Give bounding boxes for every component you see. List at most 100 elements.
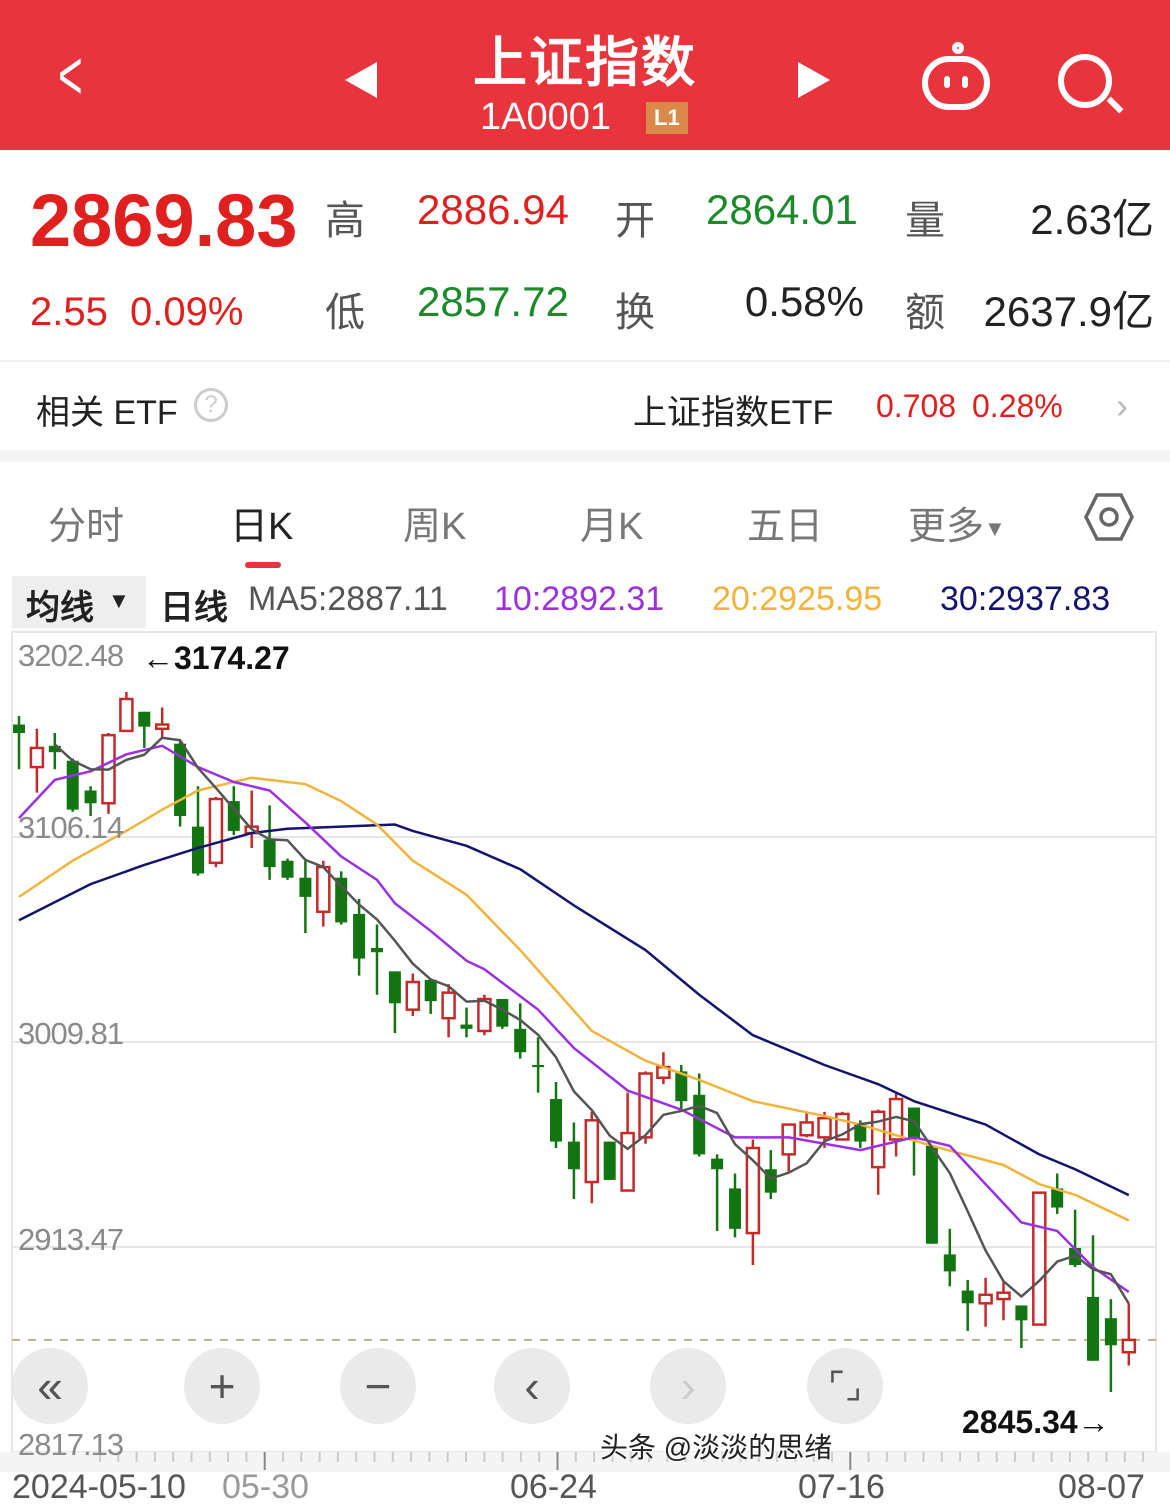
current-price: 2869.83 <box>30 179 298 262</box>
low-label: 低 <box>325 291 365 335</box>
candle-down <box>388 971 401 1004</box>
ma10-line <box>18 744 1130 1294</box>
candle-down <box>943 1254 956 1272</box>
high-label: 高 <box>325 199 365 243</box>
back-chevron-icon[interactable]: < <box>58 36 83 114</box>
y-tick-label: 3106.14 <box>18 810 124 845</box>
volume-value: 2.63亿 <box>1030 196 1154 243</box>
amount-value: 2637.9亿 <box>983 288 1154 335</box>
candle-up <box>119 697 134 733</box>
page-title: 上证指数 <box>473 33 697 93</box>
tab-monthly-k[interactable]: 月K <box>580 506 644 548</box>
y-tick-label: 3009.81 <box>18 1016 124 1051</box>
candle-up <box>405 980 421 1011</box>
tab-five-day[interactable]: 五日 <box>747 506 824 548</box>
candle-up <box>1032 1191 1047 1326</box>
tab-weekly-k[interactable]: 周K <box>403 506 467 548</box>
watermark: 头条 @淡淡的思绪 <box>600 1432 833 1463</box>
candle-down <box>1051 1188 1064 1208</box>
next-triangle-icon[interactable] <box>798 62 830 98</box>
etf-price: 0.708 <box>876 388 957 424</box>
fullscreen-icon[interactable]: ⌜⌟ <box>807 1348 883 1424</box>
candle-up <box>441 991 456 1020</box>
ma-dropdown-label: 均线 <box>26 589 94 627</box>
candle-down <box>514 1028 527 1053</box>
candle-down <box>66 760 79 810</box>
ma30-line <box>18 823 1130 1197</box>
candle-down <box>1087 1296 1099 1361</box>
candle-up <box>477 997 492 1033</box>
min-price-annotation: 2845.34→ <box>962 1404 1110 1440</box>
robot-icon[interactable] <box>922 42 990 110</box>
candle-down <box>353 913 366 959</box>
zoom-in-icon[interactable]: + <box>184 1348 260 1424</box>
ma30-value: 30:2937.83 <box>940 580 1111 618</box>
price-change: 2.55 <box>30 290 108 334</box>
tab-selected-indicator <box>245 562 281 568</box>
volume-label: 量 <box>905 199 945 243</box>
candle-down <box>550 1099 562 1142</box>
divider <box>0 360 1170 362</box>
x-tick-label: 07-16 <box>798 1468 885 1506</box>
candle-down <box>281 860 294 878</box>
amount-label: 额 <box>905 291 945 335</box>
tab-more[interactable]: 更多▼ <box>908 495 1006 550</box>
turnover-label: 换 <box>615 291 655 335</box>
chevron-right-icon[interactable]: › <box>650 1348 726 1424</box>
candle-up <box>1121 1338 1137 1354</box>
candle-down <box>925 1145 938 1244</box>
x-tick-label: 08-07 <box>1058 1468 1145 1506</box>
candle-down <box>424 979 437 1002</box>
etf-label: 相关 ETF <box>36 394 178 432</box>
question-circle-icon[interactable]: ? <box>194 388 228 422</box>
prev-triangle-icon[interactable] <box>345 62 377 98</box>
price-change-pct: 0.09% <box>130 290 244 334</box>
x-tick-label: 2024-05-10 <box>12 1468 186 1506</box>
candle-down <box>192 826 204 874</box>
low-value: 2857.72 <box>417 278 569 325</box>
ma-dropdown[interactable] <box>12 576 146 628</box>
y-tick-label: 2913.47 <box>18 1222 124 1257</box>
candle-down <box>1104 1318 1117 1346</box>
section-gap <box>0 450 1170 462</box>
candle-up <box>799 1121 814 1137</box>
candle-up <box>584 1119 600 1184</box>
tab-more-label: 更多 <box>908 506 985 548</box>
candle-down <box>138 711 151 727</box>
candle-down <box>263 839 276 868</box>
tab-intraday[interactable]: 分时 <box>48 506 125 548</box>
candle-down <box>961 1290 974 1304</box>
zoom-out-icon[interactable]: − <box>340 1348 416 1424</box>
ma5-line <box>53 736 1130 1305</box>
double-chevron-left-icon[interactable]: « <box>12 1348 88 1424</box>
open-label: 开 <box>615 199 655 243</box>
candle-down <box>496 999 509 1027</box>
level-badge: L1 <box>646 102 688 134</box>
search-icon[interactable] <box>1058 54 1112 108</box>
candle-down <box>603 1141 616 1180</box>
candle-down <box>693 1094 706 1155</box>
etf-pct: 0.28% <box>972 388 1063 424</box>
candle-down <box>675 1071 688 1102</box>
ma5-value: MA5:2887.11 <box>248 580 448 618</box>
stock-code: 1A0001 <box>480 96 612 138</box>
tab-daily-k[interactable]: 日K <box>230 506 294 548</box>
candle-up <box>620 1131 635 1192</box>
high-value: 2886.94 <box>417 186 569 233</box>
max-price-annotation: ←3174.27 <box>142 640 290 676</box>
caret-down-icon: ▼ <box>984 515 1006 541</box>
chevron-left-icon[interactable]: ‹ <box>494 1348 570 1424</box>
ma20-value: 20:2925.95 <box>712 580 883 618</box>
x-tick-label: 06-24 <box>510 1468 597 1506</box>
candle-down <box>854 1124 867 1142</box>
candle-up <box>154 723 170 731</box>
ma-period: 日线 <box>160 589 228 627</box>
candle-up <box>745 1146 761 1235</box>
candle-down <box>567 1141 580 1170</box>
candle-up <box>781 1123 796 1156</box>
y-tick-label: 2817.13 <box>18 1427 124 1462</box>
settings-hexagon-icon[interactable] <box>1084 492 1134 542</box>
candle-up <box>996 1291 1011 1301</box>
chevron-right-icon[interactable]: › <box>1116 385 1128 426</box>
